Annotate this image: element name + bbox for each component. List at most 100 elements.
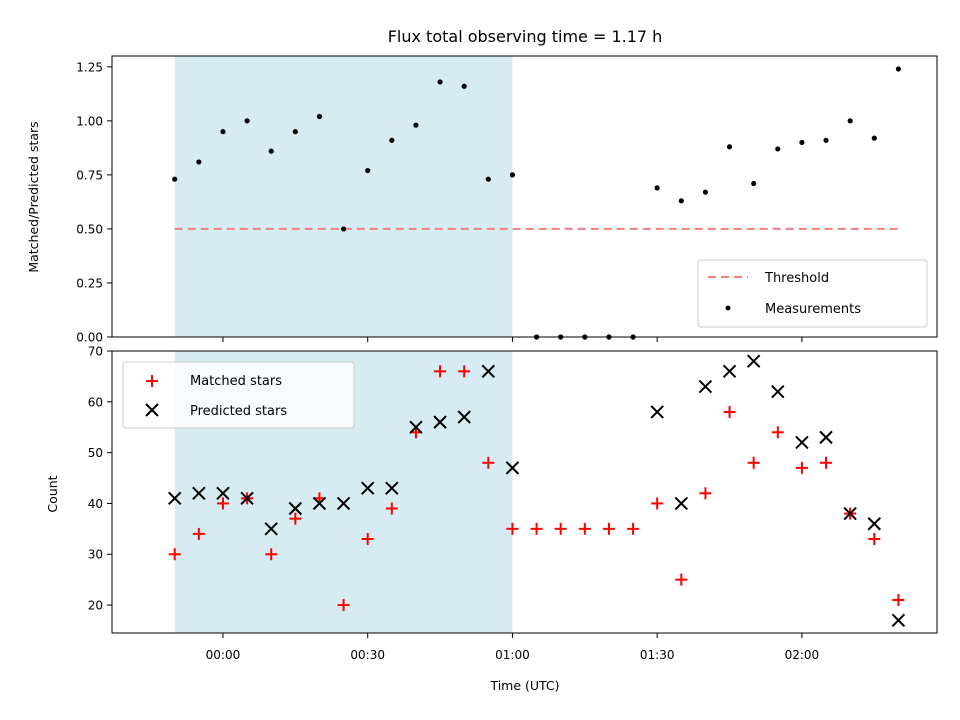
top-y-tick-label: 0.50 bbox=[76, 222, 103, 236]
measurement-point bbox=[485, 176, 491, 182]
measurement-point bbox=[895, 66, 902, 72]
measurement-point bbox=[799, 139, 805, 146]
legend-predicted-label: Predicted stars bbox=[190, 404, 287, 419]
predicted-star-point bbox=[288, 501, 303, 516]
bottom-y-tick-label: 50 bbox=[88, 446, 103, 460]
predicted-star-marker-b bbox=[433, 415, 447, 429]
legend-matched-label: Matched stars bbox=[190, 374, 282, 389]
top-y-tick-label: 1.00 bbox=[76, 114, 103, 128]
predicted-star-point bbox=[674, 496, 689, 511]
predicted-star-point bbox=[698, 379, 713, 394]
measurement-point bbox=[172, 176, 178, 182]
predicted-star-point bbox=[264, 522, 278, 536]
predicted-star-marker-b bbox=[481, 364, 496, 379]
legend-predicted-swatch bbox=[145, 403, 159, 417]
chart-title: Flux total observing time = 1.17 h bbox=[388, 27, 663, 46]
matched-star-point bbox=[361, 533, 374, 545]
measurement-point bbox=[461, 83, 467, 89]
bottom-axes-frame bbox=[111, 350, 938, 634]
top-x-ticks bbox=[222, 337, 803, 342]
measurement-point bbox=[244, 118, 250, 124]
top-y-tick-label: 0.25 bbox=[76, 276, 103, 290]
measurement-point bbox=[509, 172, 516, 178]
predicted-star-point bbox=[216, 486, 230, 500]
matched-star-points bbox=[168, 365, 905, 612]
measurement-point bbox=[871, 135, 877, 141]
measurement-point bbox=[340, 226, 347, 232]
measurement-point bbox=[654, 185, 660, 191]
predicted-star-point bbox=[722, 364, 737, 379]
predicted-star-point bbox=[867, 517, 881, 531]
matched-star-point bbox=[699, 487, 712, 500]
matched-star-point bbox=[578, 522, 591, 535]
predicted-star-marker-b bbox=[192, 486, 206, 500]
top-axes-frame bbox=[111, 55, 938, 338]
measurement-point bbox=[726, 144, 733, 150]
legend-threshold-label: Threshold bbox=[764, 271, 829, 286]
top-y-ticks: 0.00 0.25 0.50 0.75 1.00 1.25 bbox=[76, 60, 112, 345]
predicted-star-marker-b bbox=[891, 613, 906, 628]
predicted-star-point bbox=[240, 491, 254, 506]
matched-star-point bbox=[771, 426, 784, 439]
matched-star-point bbox=[554, 522, 567, 535]
measurement-point bbox=[823, 137, 829, 143]
predicted-star-point bbox=[505, 461, 520, 475]
observing-span-shade-top bbox=[174, 56, 513, 337]
bottom-legend: Matched stars Predicted stars bbox=[122, 361, 355, 429]
matched-star-point bbox=[385, 502, 398, 515]
measurement-point bbox=[847, 118, 853, 124]
predicted-star-marker-b bbox=[264, 522, 278, 536]
predicted-star-marker-b bbox=[360, 481, 375, 495]
measurement-point bbox=[292, 129, 298, 135]
predicted-star-marker-b bbox=[722, 364, 737, 379]
bottom-y-axis-label: Count bbox=[45, 475, 60, 512]
matched-star-point bbox=[506, 522, 519, 535]
matched-star-point bbox=[627, 522, 640, 535]
top-panel: Flux total observing time = 1.17 h Match… bbox=[26, 27, 938, 345]
predicted-star-marker-b bbox=[746, 354, 761, 368]
bottom-y-tick-label: 40 bbox=[88, 497, 103, 511]
predicted-star-point bbox=[795, 435, 809, 450]
measurement-point bbox=[268, 148, 274, 154]
predicted-star-point bbox=[771, 384, 785, 399]
predicted-star-marker-b bbox=[505, 461, 520, 475]
predicted-star-marker-b bbox=[385, 481, 399, 495]
predicted-star-point bbox=[385, 481, 399, 495]
matched-star-point bbox=[337, 599, 350, 612]
bottom-y-tick-label: 30 bbox=[88, 548, 103, 562]
measurement-points bbox=[172, 66, 902, 340]
predicted-star-marker-b bbox=[312, 496, 327, 511]
measurement-point bbox=[413, 122, 419, 128]
bottom-y-tick-label: 70 bbox=[88, 345, 103, 359]
predicted-star-point bbox=[891, 613, 906, 628]
matched-star-point bbox=[675, 573, 688, 586]
measurement-point bbox=[678, 198, 684, 204]
x-tick-label: 00:00 bbox=[206, 648, 241, 662]
predicted-star-marker-b bbox=[843, 506, 857, 521]
measurement-point bbox=[316, 113, 323, 120]
matched-star-point bbox=[530, 522, 543, 535]
predicted-star-marker-b bbox=[457, 410, 471, 424]
matched-star-point bbox=[482, 456, 495, 469]
top-legend: Threshold Measurements bbox=[697, 259, 928, 328]
matched-star-point bbox=[723, 405, 736, 418]
measurement-point bbox=[220, 129, 226, 135]
x-tick-label: 01:00 bbox=[495, 648, 530, 662]
predicted-star-marker-b bbox=[771, 384, 785, 399]
predicted-star-point bbox=[312, 496, 327, 511]
x-axis-label: Time (UTC) bbox=[489, 678, 559, 693]
matched-star-point bbox=[795, 461, 808, 474]
matched-star-point bbox=[168, 548, 181, 561]
legend-matched-swatch bbox=[146, 375, 158, 387]
matched-star-point bbox=[602, 522, 615, 535]
predicted-star-marker-b bbox=[409, 420, 423, 434]
bottom-legend-box bbox=[122, 361, 355, 429]
legend-measurements-swatch bbox=[725, 305, 731, 311]
matched-star-point bbox=[458, 365, 471, 378]
matched-star-point bbox=[892, 593, 905, 606]
predicted-star-point bbox=[336, 496, 351, 511]
predicted-star-marker-b bbox=[650, 405, 664, 419]
top-y-axis-label: Matched/Predicted stars bbox=[26, 121, 41, 272]
top-y-tick-label: 1.25 bbox=[76, 60, 103, 74]
